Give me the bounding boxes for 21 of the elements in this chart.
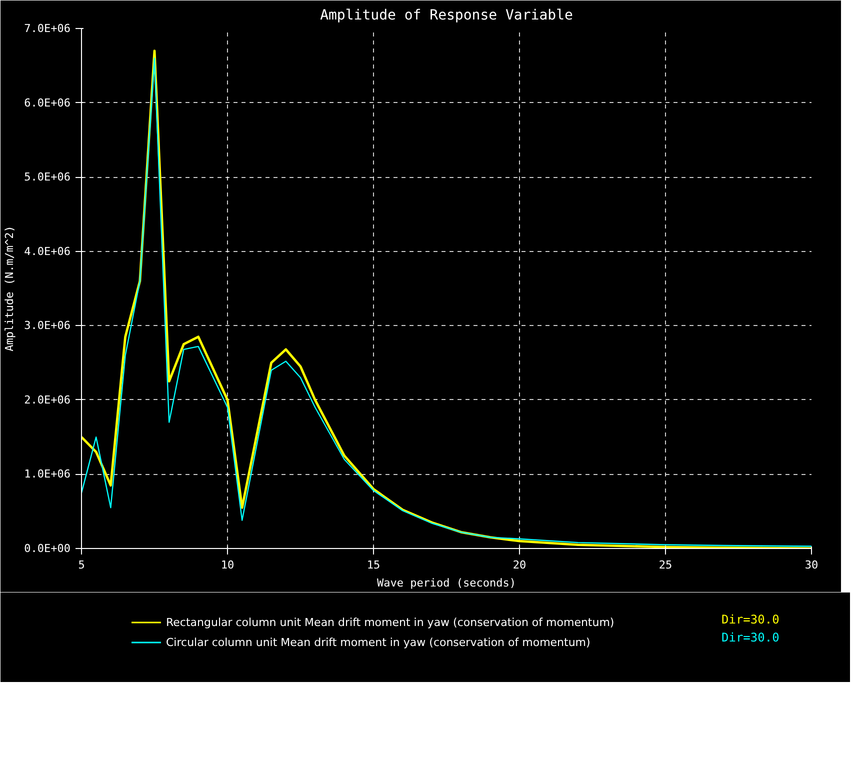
x-tick-label: 15	[366, 558, 380, 572]
y-tick-label: 7.0E+06	[24, 22, 70, 35]
chart-title: Amplitude of Response Variable	[320, 8, 573, 24]
y-tick-label: 2.0E+06	[24, 393, 70, 406]
y-axis-title: Amplitude (N.m/m^2)	[3, 226, 16, 352]
y-tick-label: 4.0E+06	[24, 244, 70, 258]
x-tick-label: 10	[220, 558, 234, 572]
y-tick-label: 1.0E+06	[24, 468, 70, 481]
legend-label: Rectangular column unit Mean drift moment in yaw (conservation of momentum)	[166, 616, 614, 628]
text: Dir=30.0	[722, 630, 780, 644]
x-tick-label: 20	[512, 558, 526, 572]
x-tick-label: 25	[658, 558, 672, 572]
x-tick-label: 5	[78, 558, 85, 572]
y-tick-label: 0.0E+00	[24, 542, 70, 555]
text: Dir=30.0	[722, 612, 780, 626]
x-axis-title: Wave period (seconds)	[376, 576, 516, 590]
y-tick-label: 5.0E+06	[24, 170, 70, 184]
y-tick-label: 3.0E+06	[24, 319, 70, 332]
x-tick-label: 30	[804, 558, 818, 572]
y-tick-label: 6.0E+06	[24, 96, 70, 110]
legend-label: Circular column unit Mean drift moment in yaw (conservation of momentum)	[166, 636, 590, 648]
